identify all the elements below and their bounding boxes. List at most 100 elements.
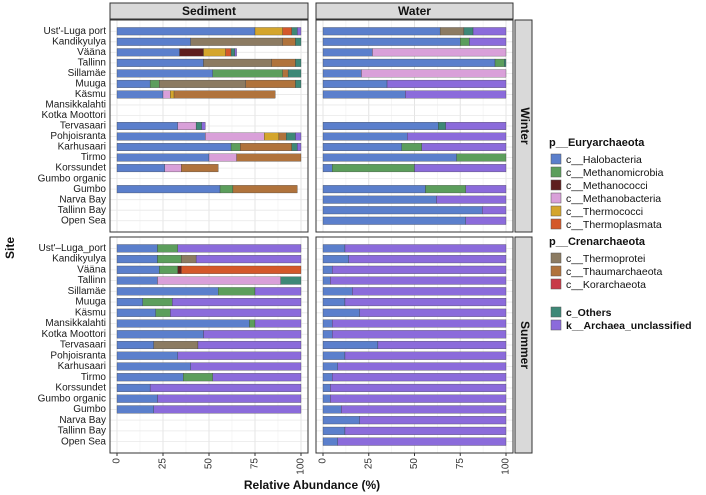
legend-label: c__Thermoprotei	[566, 253, 645, 265]
bar-segment	[341, 405, 507, 414]
strips-layer: Sediment Water Winter Summer	[109, 2, 533, 454]
bar-segment	[195, 122, 202, 130]
bar-segment	[190, 362, 302, 371]
bar-segment	[177, 351, 302, 360]
legend-label: c__Korarchaeota	[566, 279, 646, 291]
bar-segment	[203, 58, 272, 67]
bar-segment	[177, 122, 197, 130]
panel-winter-water	[315, 19, 514, 233]
bar-segment	[401, 143, 422, 151]
bar-segment	[439, 27, 465, 36]
bar-segment	[337, 437, 507, 446]
bar-segment	[386, 79, 507, 88]
bar-segment	[116, 276, 158, 285]
strip-water	[315, 2, 514, 20]
bar-segment	[407, 132, 507, 141]
site-label: Open Sea	[61, 215, 106, 226]
bar-segment	[322, 340, 379, 350]
bar-segment	[116, 69, 213, 78]
bar-segment	[116, 153, 210, 162]
bar-segment	[322, 27, 441, 36]
bar-segment	[322, 185, 426, 194]
bar-segment	[181, 255, 197, 264]
site-label: Pohjoisranta	[50, 131, 106, 142]
site-label: Korssundet	[55, 383, 106, 394]
site-label: Tallinn Bay	[58, 205, 106, 216]
legend-label: c__Thermoplasmata	[566, 219, 662, 231]
site-label: Tervasaari	[60, 121, 106, 132]
site-label: Tervasaari	[60, 340, 106, 351]
bar-segment	[172, 298, 302, 307]
bar-segment	[282, 69, 289, 78]
bar-segment	[322, 122, 439, 130]
bar-segment	[240, 143, 292, 151]
strip-summer	[514, 236, 533, 454]
bar-segment	[322, 383, 331, 392]
bar-segment	[322, 287, 353, 296]
bar-segment	[232, 185, 298, 194]
bar-segment	[322, 37, 461, 46]
bar-segment	[322, 216, 466, 225]
site-label: Tirmo	[81, 372, 107, 383]
bar-segment	[116, 255, 158, 264]
bar-segment	[291, 27, 298, 36]
bar-segment	[291, 143, 298, 151]
bar-segment	[245, 79, 296, 88]
bar-segment	[116, 48, 180, 57]
bar-segment	[170, 90, 175, 99]
bar-segment	[282, 37, 296, 46]
legend-swatch	[550, 278, 562, 290]
site-label: Narva Bay	[59, 194, 106, 205]
bar-segment	[472, 27, 507, 36]
site-label: Muuga	[75, 297, 106, 308]
x-tick-label: 100	[501, 458, 512, 475]
bar-segment	[322, 405, 342, 414]
bar-segment	[322, 319, 333, 328]
x-tick-label: 75	[250, 458, 261, 470]
bar-segment	[445, 122, 507, 130]
site-label: Kandikyulya	[52, 254, 106, 265]
bar-segment	[504, 58, 507, 67]
bar-segment	[322, 90, 406, 99]
panels-layer: 0 25 50 75 100 0 25 50 75 100	[109, 19, 514, 475]
site-label: Muuga	[75, 79, 106, 90]
strip-label-summer: Summer	[518, 321, 532, 369]
bar-segment	[322, 132, 408, 141]
bar-segment	[179, 48, 204, 57]
bar-segment	[425, 185, 466, 194]
bar-segment	[157, 255, 182, 264]
bar-segment	[282, 27, 292, 36]
site-label: Tallinn	[78, 57, 106, 68]
bar-segment	[177, 265, 182, 274]
legend-swatch	[550, 179, 562, 191]
bar-segment	[322, 153, 457, 162]
x-tick-label: 25	[158, 458, 169, 470]
bar-segment	[278, 132, 287, 141]
site-label: Mansikkalahti	[45, 100, 106, 111]
bar-segment	[157, 244, 178, 253]
site-label: Ust'–Luga_port	[38, 243, 106, 254]
panel-summer-sediment: 0 25 50 75 100	[109, 236, 309, 475]
bar-segment	[234, 48, 237, 57]
y-axis-title: Site	[3, 237, 17, 259]
bar-segment	[322, 143, 402, 151]
bar-segment	[155, 308, 171, 317]
site-label: Vääna	[77, 47, 106, 58]
bar-segment	[322, 48, 373, 57]
bar-segment	[162, 90, 171, 99]
bar-segment	[201, 122, 206, 130]
bar-segment	[295, 37, 302, 46]
bar-segment	[322, 276, 331, 285]
bar-segment	[116, 298, 143, 307]
bar-segment	[153, 340, 199, 350]
bar-segment	[331, 164, 415, 173]
bar-segment	[352, 287, 507, 296]
bar-segment	[421, 143, 507, 151]
bar-segment	[322, 373, 333, 382]
bar-segment	[116, 362, 191, 371]
bar-segment	[344, 298, 507, 307]
bar-segment	[116, 394, 158, 403]
bar-segment	[116, 58, 204, 67]
strip-label-winter: Winter	[518, 107, 532, 145]
